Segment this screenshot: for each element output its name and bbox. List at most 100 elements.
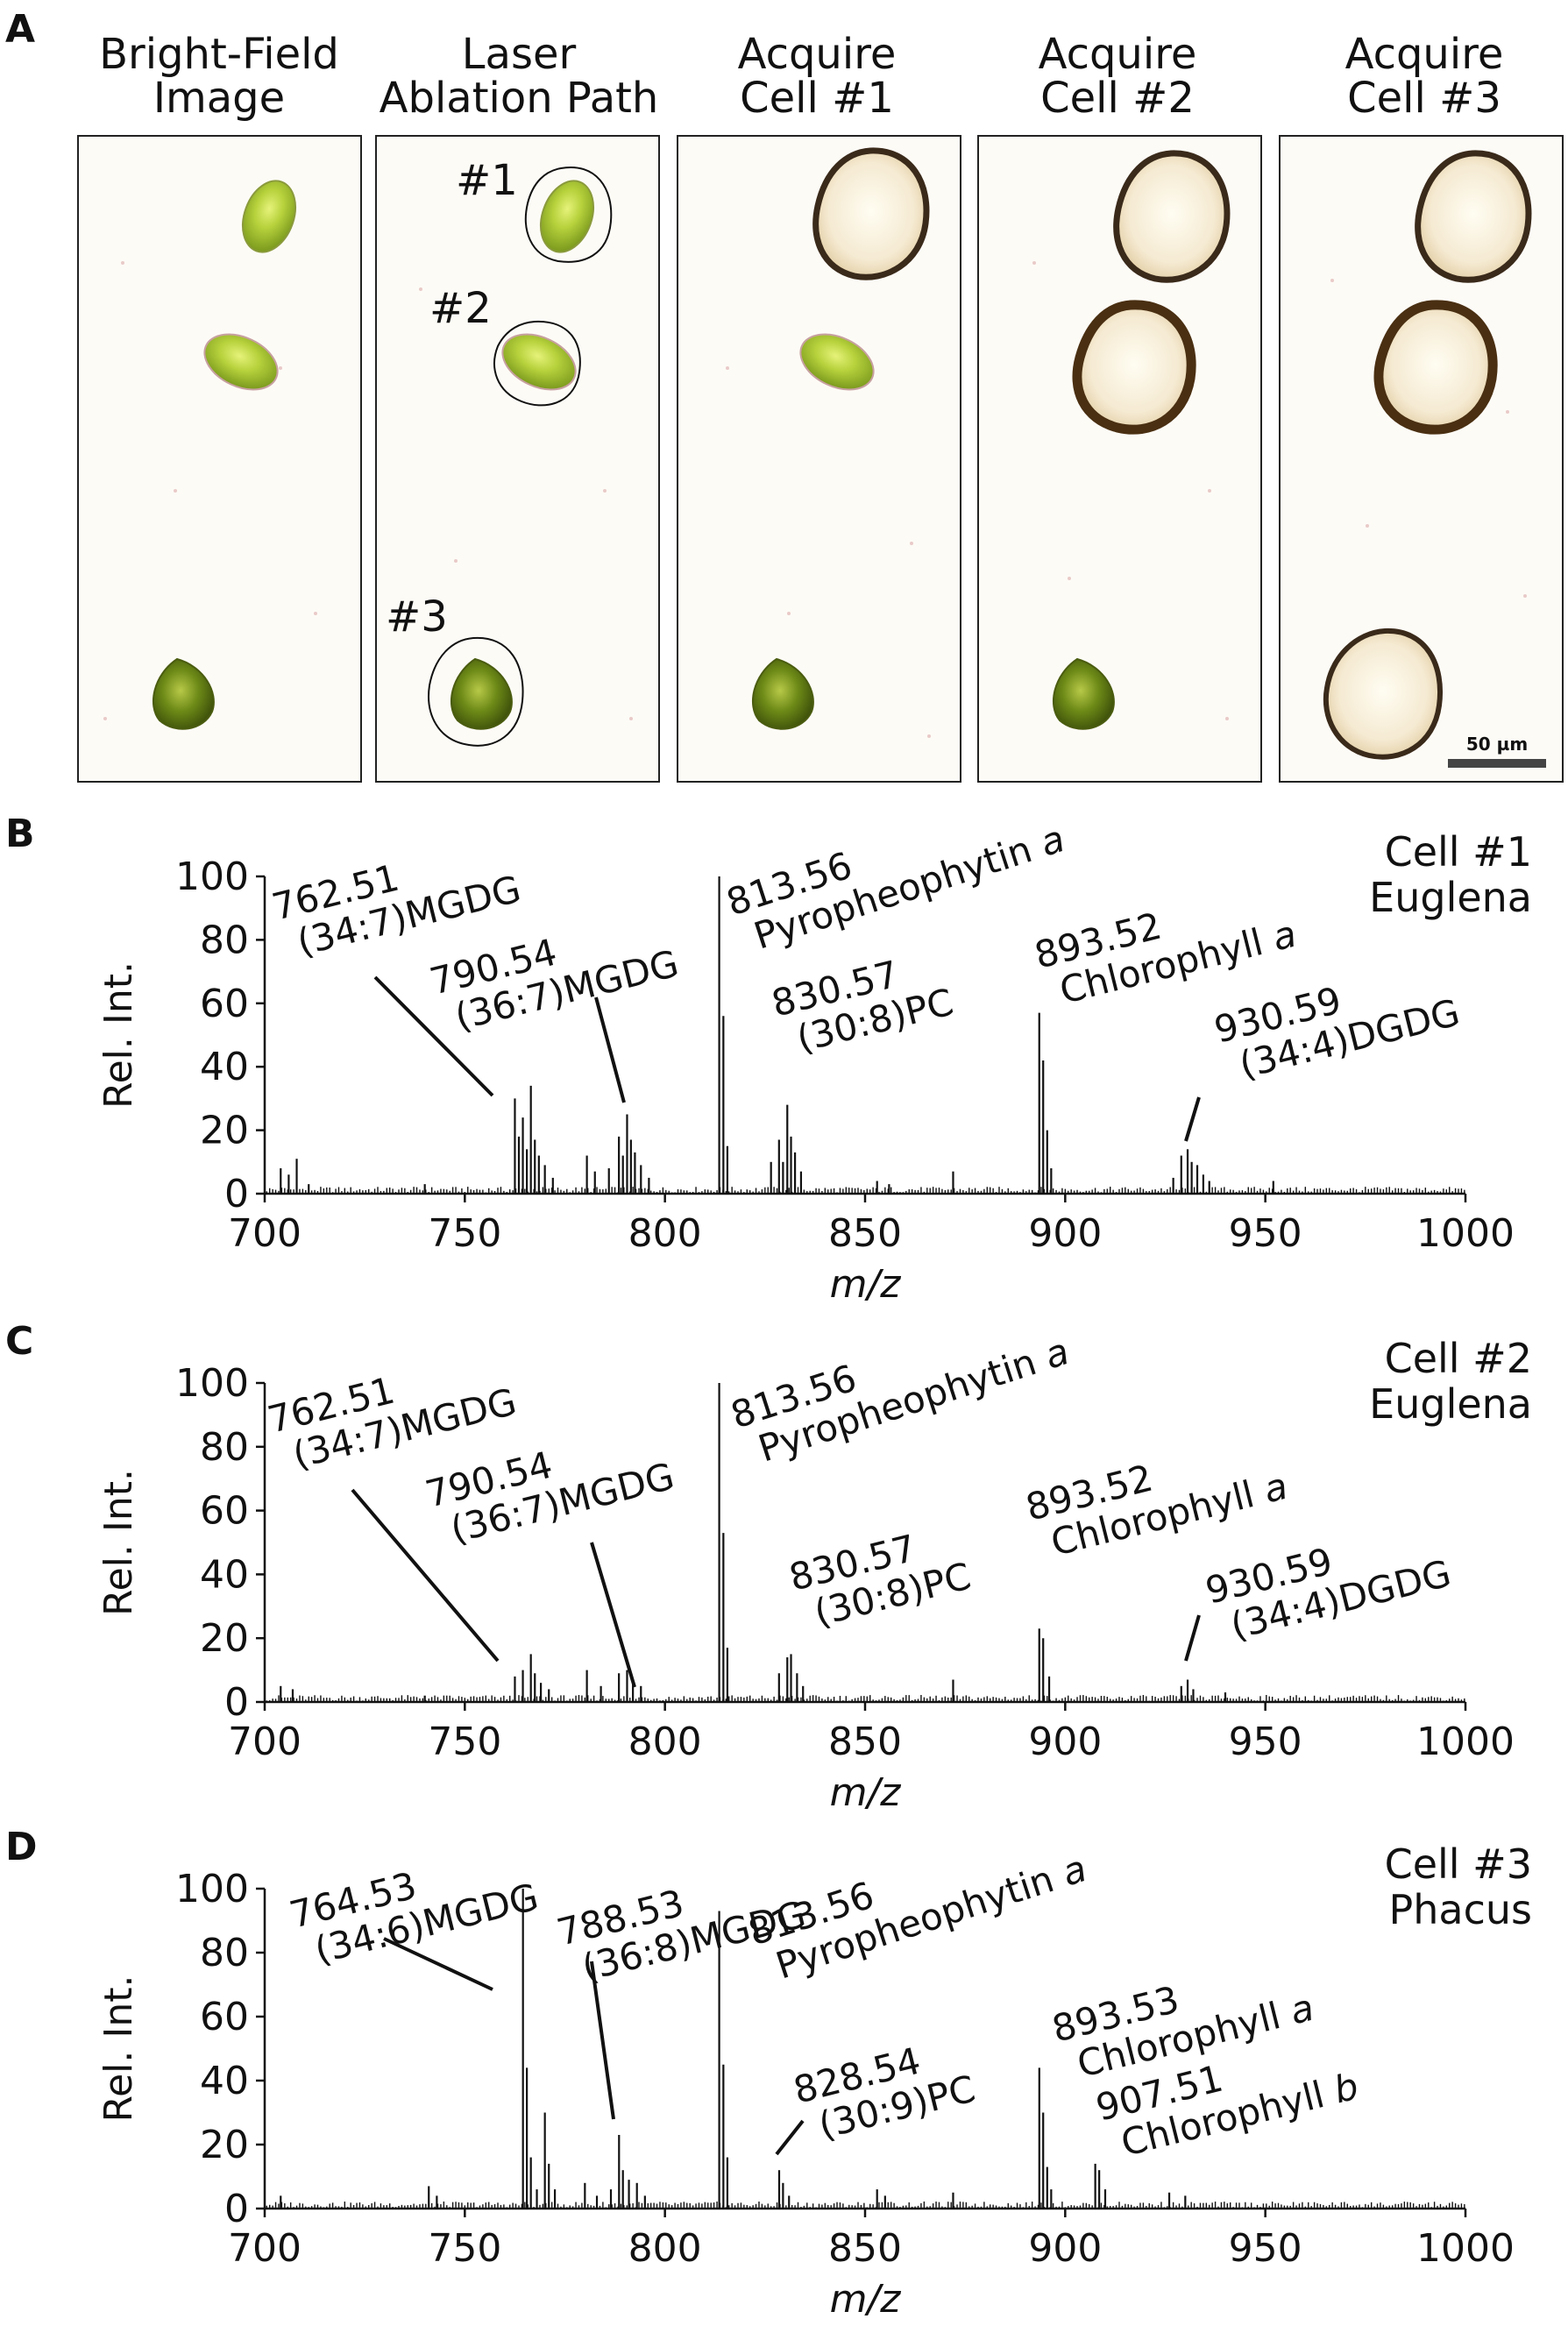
y-tick-label: 100	[175, 1361, 249, 1406]
y-tick-label: 40	[200, 1552, 249, 1597]
x-tick-label: 700	[228, 1211, 302, 1256]
x-tick-label: 850	[828, 1211, 902, 1256]
y-tick-label: 100	[175, 1867, 249, 1911]
annotation-leader-line	[1184, 1096, 1201, 1142]
x-tick-label: 1000	[1416, 1211, 1515, 1256]
cell-title: Cell #1	[1385, 828, 1532, 876]
x-tick-label: 950	[1229, 2226, 1302, 2271]
peak-annotation: 828.54(30:9)PC	[790, 2039, 980, 2147]
y-tick-label: 40	[200, 2059, 249, 2103]
col4-title-line2: Cell #2	[1040, 74, 1195, 123]
x-tick-label: 800	[628, 1720, 702, 1764]
annotation-leader-line	[351, 1488, 500, 1663]
x-tick-label: 800	[628, 2226, 702, 2271]
x-tick-label: 1000	[1416, 2226, 1515, 2271]
scale-bar	[1448, 759, 1546, 768]
col5-title-line2: Cell #3	[1347, 74, 1501, 123]
y-tick-label: 80	[200, 1425, 249, 1470]
cell-species: Phacus	[1389, 1886, 1533, 1933]
y-tick-label: 20	[200, 1109, 249, 1153]
y-tick-label: 60	[200, 982, 249, 1026]
annotation-leader-line	[383, 1937, 493, 1991]
cell-title: Cell #2	[1385, 1335, 1532, 1382]
panel-a-letter: A	[5, 7, 35, 52]
x-tick-label: 900	[1028, 1720, 1102, 1764]
x-axis-title: m/z	[830, 1770, 902, 1815]
annotation-leader-line	[594, 996, 626, 1103]
annotation-leader-line	[373, 975, 494, 1097]
x-tick-label: 1000	[1416, 1720, 1515, 1764]
laser-path-outline-2	[493, 320, 581, 407]
panel-letter-b: B	[5, 812, 35, 856]
peak-annotation: 930.59(34:4)DGDG	[1202, 1540, 1456, 1648]
cell-species: Euglena	[1369, 1380, 1532, 1428]
y-tick-label: 20	[200, 1616, 249, 1661]
ablation-crater-3-col5	[1323, 628, 1443, 760]
col1-title-line1: Bright-Field	[99, 30, 339, 79]
spectrum-panel-b: B 700 750 800 850 900 950 1000 0 20 40 60 80 100 m/z Re…	[5, 812, 1532, 1307]
peak-annotation: 830.57(30:8)PC	[785, 1527, 976, 1635]
cell-3-brightfield	[153, 657, 215, 730]
x-tick-label: 700	[228, 1720, 302, 1764]
annotation-leader-line	[590, 1542, 636, 1688]
col2-title-line2: Ablation Path	[380, 74, 659, 123]
baseline-noise	[266, 2201, 1465, 2209]
col3-title-line1: Acquire	[738, 30, 897, 79]
cell-2-col3	[799, 333, 875, 391]
peak-series	[280, 876, 1274, 1194]
cell-species: Euglena	[1369, 874, 1532, 921]
x-tick-label: 950	[1229, 1211, 1302, 1256]
cell-2-brightfield	[203, 333, 279, 391]
image-frame-ablation-path	[375, 135, 660, 783]
annotation-leader-line	[1184, 1614, 1201, 1662]
laser-path-label-2: #2	[429, 284, 492, 333]
y-tick-label: 0	[224, 1172, 249, 1216]
ablation-crater-1-col4	[1113, 150, 1231, 283]
y-axis-title: Rel. Int.	[96, 1469, 141, 1616]
y-tick-label: 100	[175, 854, 249, 899]
cell-3-col4	[1053, 657, 1115, 730]
y-tick-label: 80	[200, 918, 249, 962]
x-tick-label: 750	[428, 2226, 501, 2271]
y-tick-label: 0	[224, 2187, 249, 2231]
x-tick-label: 750	[428, 1211, 501, 1256]
x-tick-label: 900	[1028, 1211, 1102, 1256]
y-axis-title: Rel. Int.	[96, 1975, 141, 2123]
cell-3-ablation-view	[451, 657, 513, 730]
ablation-crater-1-col5	[1415, 150, 1532, 283]
x-tick-label: 950	[1229, 1720, 1302, 1764]
laser-path-label-3: #3	[386, 592, 448, 642]
x-tick-label: 850	[828, 1720, 902, 1764]
y-tick-label: 80	[200, 1931, 249, 1975]
laser-path-outline-3	[428, 636, 524, 747]
peak-series	[280, 1889, 1187, 2209]
spectrum-panel-d: D 700 750 800 850 900 950 1000 0 20 40 60 80 100 m/z Re…	[5, 1825, 1533, 2322]
x-axis-title: m/z	[830, 1262, 902, 1307]
cell-3-col3	[752, 657, 814, 730]
annotation-leader-line	[775, 2119, 805, 2156]
ablation-crater-1-col3	[812, 147, 930, 280]
peak-annotation: 930.59(34:4)DGDG	[1210, 979, 1465, 1087]
x-tick-label: 900	[1028, 2226, 1102, 2271]
col3-title-line2: Cell #1	[740, 74, 894, 123]
panel-letter-d: D	[5, 1825, 38, 1869]
x-tick-label: 700	[228, 2226, 302, 2271]
peak-series	[280, 1383, 1227, 1702]
panel-letter-c: C	[5, 1319, 33, 1364]
y-axis-title: Rel. Int.	[96, 961, 141, 1109]
y-tick-label: 20	[200, 2123, 249, 2167]
image-frame-brightfield	[77, 135, 362, 783]
scale-bar-label: 50 µm	[1466, 734, 1528, 755]
x-tick-label: 750	[428, 1720, 501, 1764]
cell-1-ablation-view	[540, 180, 594, 253]
y-tick-label: 60	[200, 1995, 249, 2039]
x-tick-label: 850	[828, 2226, 902, 2271]
y-tick-label: 40	[200, 1045, 249, 1089]
panel-a: A Bright-Field Image Laser Ablation Path…	[5, 7, 1564, 783]
y-tick-label: 60	[200, 1489, 249, 1534]
col5-title-line1: Acquire	[1345, 30, 1504, 79]
